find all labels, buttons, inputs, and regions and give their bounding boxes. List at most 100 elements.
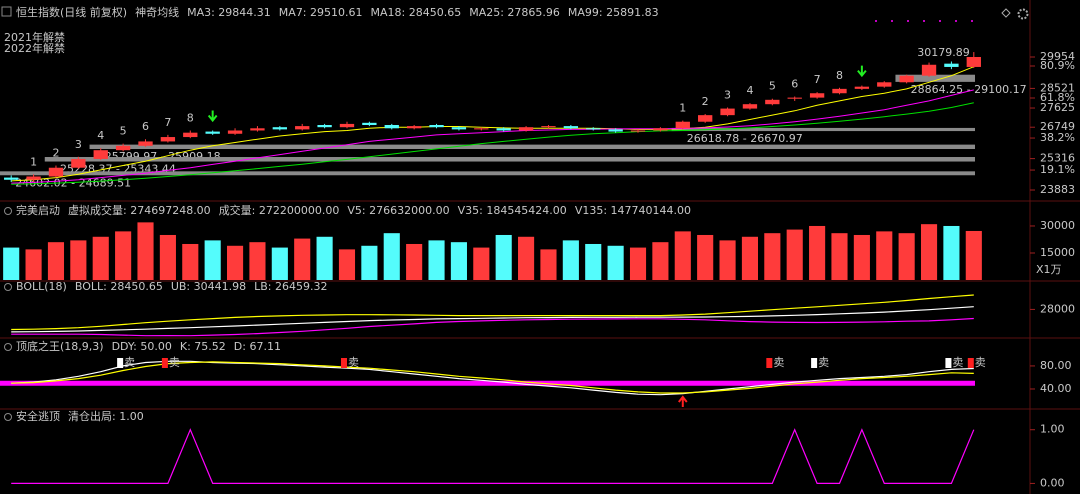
volume-bar [338, 249, 356, 280]
volume-bar [3, 247, 20, 280]
candle-body [496, 128, 511, 131]
candle-body [541, 126, 556, 128]
panel-title: 顶底之王(18,9,3) [16, 339, 104, 353]
y-tick-label: 0.00 [1040, 476, 1065, 489]
indicator-line [11, 360, 974, 396]
signal-label: 卖 [169, 356, 180, 369]
count-label: 7 [814, 73, 821, 86]
y-tick-label: 27625 [1040, 101, 1075, 114]
volume-bar [182, 243, 199, 280]
legend-entry: MA25: 27865.96 [469, 6, 560, 19]
signal-box [811, 358, 818, 368]
dots [875, 20, 973, 22]
panel-title: 恒生指数(日线 前复权) [16, 5, 127, 19]
volume-bar [585, 243, 602, 280]
volume-bar [159, 234, 176, 280]
note: 2021年解禁 [4, 30, 65, 44]
y-tick-label: 28521 [1040, 81, 1075, 94]
buy-arrow [857, 65, 867, 78]
y-tick-label: 29954 [1040, 50, 1075, 63]
panel-icon [4, 207, 12, 215]
panel-title: 安全逃顶 [16, 409, 60, 423]
legend-entry: UB: 30441.98 [171, 280, 246, 293]
volume-bar [92, 236, 109, 280]
candle-body [899, 75, 914, 83]
candle-body [71, 158, 86, 168]
diamond-icon[interactable] [1001, 8, 1011, 18]
count-label: 4 [746, 84, 753, 97]
candle-body [451, 127, 467, 130]
indicator-line [11, 306, 974, 333]
volume-bar [518, 236, 535, 280]
candle-body [518, 127, 534, 131]
candle-body [26, 176, 41, 180]
volume-bar [943, 225, 960, 280]
legend-entry: D: 67.11 [234, 340, 281, 353]
candle-body [160, 137, 176, 142]
candle-body [115, 145, 131, 151]
volume-bar [540, 249, 557, 280]
indicator-line [11, 428, 975, 484]
legend-entry: BOLL: 28450.65 [75, 280, 163, 293]
volume-bar [495, 234, 512, 280]
ma-line [11, 66, 974, 182]
panel-icon [4, 343, 12, 351]
volume-bar [450, 242, 467, 280]
count-label: 5 [769, 80, 776, 93]
volume-bar [809, 225, 826, 280]
signal-box [945, 358, 952, 368]
candle-body [675, 121, 690, 129]
signal-box [967, 358, 974, 368]
y-tick-label: 28000 [1040, 302, 1075, 315]
panel-icon [4, 413, 12, 421]
range-band [89, 144, 975, 150]
candle-body [832, 88, 847, 94]
count-label: 1 [30, 155, 37, 168]
volume-bar [853, 234, 870, 280]
y-tick-label: 38.2% [1040, 131, 1075, 144]
candle-body [854, 86, 870, 89]
count-label: 2 [52, 147, 59, 160]
signal-label: 卖 [124, 356, 135, 369]
candle-body [787, 97, 802, 99]
range-band [44, 157, 976, 162]
candle-body [384, 125, 399, 129]
volume-bar [249, 242, 266, 280]
candle-body [966, 57, 981, 67]
signal-box [766, 358, 773, 368]
menu-icon[interactable] [1, 6, 12, 17]
volume-bar [764, 233, 781, 280]
candle-body [429, 125, 444, 128]
volume-bar [876, 231, 893, 280]
candle-body [183, 132, 198, 138]
panel-title: 完美启动 [16, 203, 60, 217]
volume-bar [786, 229, 803, 280]
count-label: 8 [836, 69, 843, 82]
dot [939, 20, 941, 22]
signal-label: 卖 [952, 356, 963, 369]
candle-body [742, 104, 758, 109]
y-tick-label: 80.00 [1040, 359, 1072, 372]
dot [907, 20, 909, 22]
indicator-line [11, 317, 974, 337]
range-label: 28864.25 - 29100.17 [911, 83, 1027, 96]
volume-bar [898, 233, 915, 280]
legend-entry: 清仓出局: 1.00 [68, 409, 144, 423]
peak-label: 30179.89 [917, 46, 970, 59]
candle-body [921, 64, 937, 76]
candle-body [630, 130, 646, 132]
volume-bar [316, 236, 333, 280]
y-tick-label: 40.00 [1040, 382, 1072, 395]
dot [923, 20, 925, 22]
signal-box [340, 358, 347, 368]
candle-body [48, 167, 64, 177]
settings-icon[interactable] [1017, 8, 1029, 20]
candle-body [339, 123, 355, 128]
volume-bar [674, 231, 691, 280]
candle-body [295, 126, 310, 130]
candle-body [474, 128, 489, 130]
range-band [895, 74, 975, 82]
volume-bar [607, 245, 624, 280]
count-label: 8 [187, 111, 194, 124]
